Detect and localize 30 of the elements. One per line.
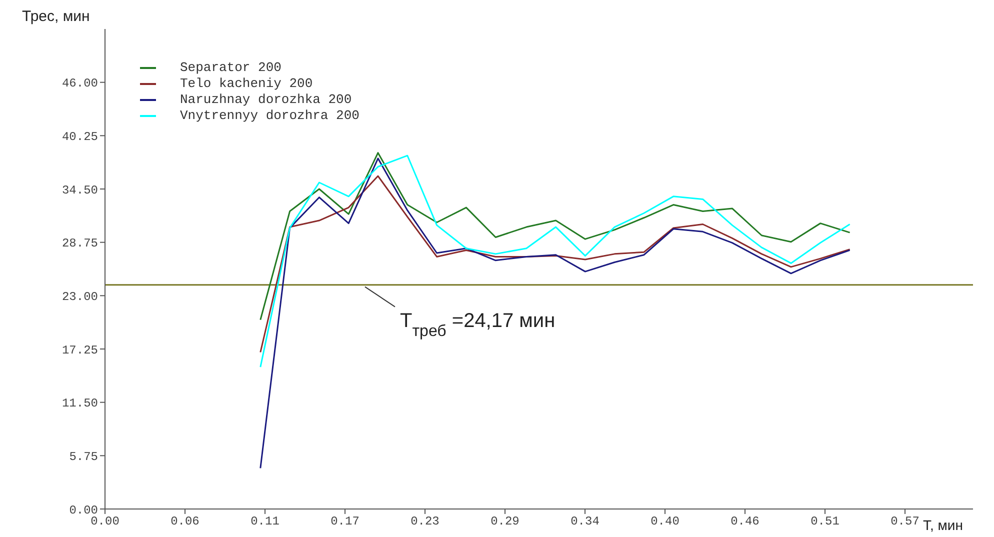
x-tick-label: 0.23 <box>410 514 440 529</box>
y-axis-title: Трес, мин <box>22 8 90 25</box>
ref-line-label: T$_{треб}$ =24,17 мин <box>400 310 556 340</box>
y-tick-label: 5.75 <box>69 450 98 464</box>
y-tick-label: 0.00 <box>69 503 98 518</box>
x-tick-label: 0.57 <box>890 514 920 529</box>
x-tick-label: 0.29 <box>490 514 520 529</box>
legend-label: Telo kacheniy 200 <box>180 76 313 92</box>
x-tick-label: 0.17 <box>330 514 360 529</box>
y-tick-label: 17.25 <box>62 343 98 358</box>
x-tick-label: 0.06 <box>170 514 200 529</box>
x-tick-label: 0.40 <box>650 514 680 529</box>
line-series <box>260 158 851 469</box>
y-tick-label: 34.50 <box>62 183 98 198</box>
x-tick-label: 0.34 <box>570 514 600 529</box>
x-tick-label: 0.51 <box>810 514 840 529</box>
x-tick-label: 0.00 <box>90 514 120 529</box>
y-tick-label: 28.75 <box>62 236 98 251</box>
x-tick-label: 0.11 <box>250 514 280 529</box>
x-tick-label: 0.46 <box>730 514 760 529</box>
legend-label: Naruzhnay dorozhka 200 <box>180 92 352 108</box>
line-series <box>260 175 851 353</box>
line-series <box>260 154 851 368</box>
y-tick-label: 40.25 <box>62 130 98 144</box>
y-tick-label: 23.00 <box>62 290 98 304</box>
x-axis-title: T, мин <box>923 517 963 533</box>
legend-label: Separator 200 <box>180 60 282 76</box>
y-tick-label: 11.50 <box>62 396 98 411</box>
legend-label: Vnytrennyy dorozhra 200 <box>180 108 360 124</box>
y-tick-label: 46.00 <box>62 76 98 91</box>
